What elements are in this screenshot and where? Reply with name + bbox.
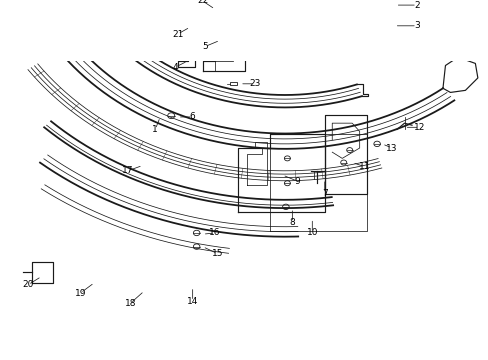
Text: 10: 10 bbox=[306, 229, 317, 238]
Bar bbox=[229, 82, 237, 85]
Text: 12: 12 bbox=[413, 123, 425, 132]
Text: 21: 21 bbox=[172, 30, 183, 39]
Text: 13: 13 bbox=[386, 144, 397, 153]
Bar bbox=[386, 4, 392, 6]
Text: 16: 16 bbox=[209, 229, 221, 238]
Text: 19: 19 bbox=[75, 288, 86, 297]
Text: 11: 11 bbox=[358, 162, 369, 171]
Text: 6: 6 bbox=[189, 112, 195, 121]
Text: 17: 17 bbox=[122, 166, 133, 175]
Text: 15: 15 bbox=[211, 249, 223, 258]
Text: 5: 5 bbox=[202, 42, 207, 51]
Text: 14: 14 bbox=[186, 297, 198, 306]
Text: 23: 23 bbox=[249, 79, 260, 88]
Text: 22: 22 bbox=[197, 0, 208, 5]
Text: 1: 1 bbox=[152, 125, 158, 134]
Text: 18: 18 bbox=[124, 299, 136, 308]
Text: 8: 8 bbox=[289, 218, 295, 227]
Text: 2: 2 bbox=[413, 1, 419, 10]
Text: 20: 20 bbox=[22, 280, 34, 289]
Text: 9: 9 bbox=[294, 177, 300, 186]
Text: 7: 7 bbox=[321, 189, 327, 198]
Text: 4: 4 bbox=[172, 63, 178, 72]
Text: 3: 3 bbox=[413, 21, 419, 30]
